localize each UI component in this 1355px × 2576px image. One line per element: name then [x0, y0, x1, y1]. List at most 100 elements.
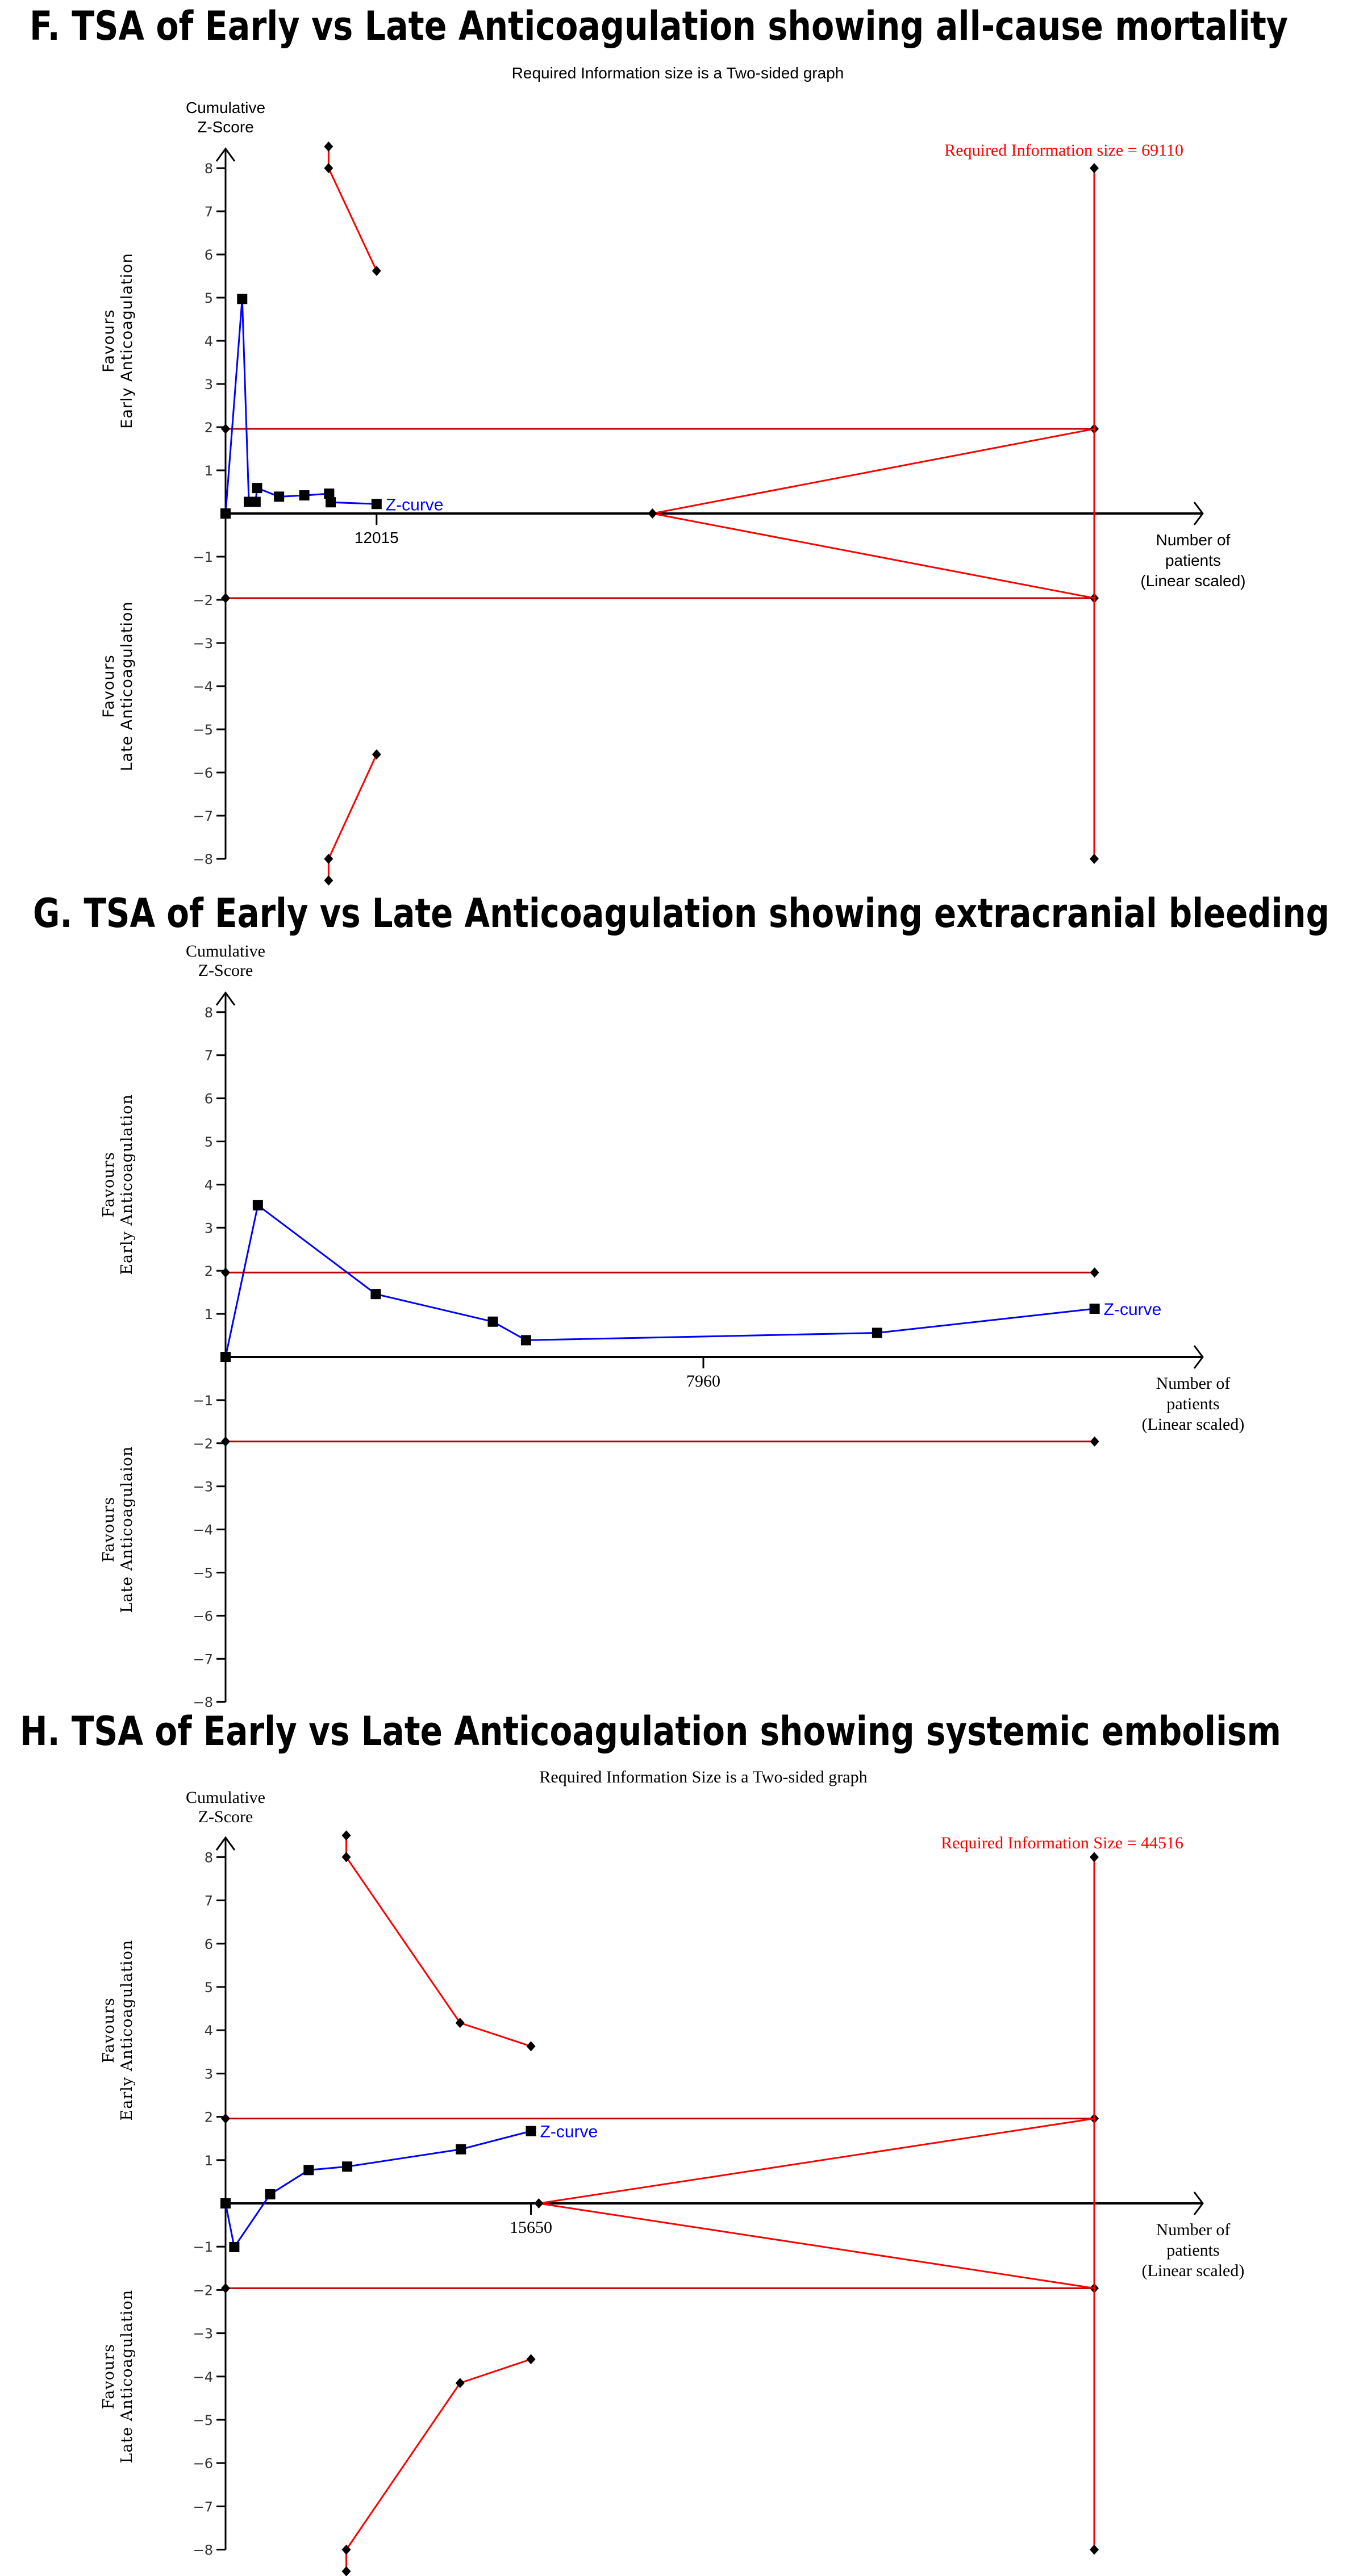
z-curve-point: [250, 496, 261, 507]
conventional-boundary-marker: [1090, 1267, 1099, 1278]
z-curve-point: [220, 1352, 231, 1362]
chart-h: H. TSA of Early vs Late Anticoagulation …: [20, 1708, 1281, 2576]
y-tick-label: −5: [193, 2412, 213, 2428]
y-tick-label: −1: [193, 2239, 213, 2255]
y-tick-label: −6: [193, 1608, 213, 1624]
y-tick-label: 6: [205, 1936, 213, 1952]
monitoring-boundary-marker: [455, 2378, 465, 2389]
y-tick-label: −8: [193, 851, 213, 867]
y-tick-label: 4: [205, 1177, 213, 1193]
y-tick-label: −8: [193, 2542, 213, 2558]
y-tick-label: −4: [193, 1522, 213, 1538]
y-tick-label: 3: [205, 1220, 213, 1236]
x-tick-label: 15650: [510, 2218, 552, 2237]
chart-title: F. TSA of Early vs Late Anticoagulation …: [30, 3, 1288, 49]
y-axis-arrow-icon: [215, 1836, 236, 1851]
side-label-upper: Favours Early Anticoagulation: [100, 1094, 136, 1275]
ris-marker: [1090, 854, 1099, 864]
y-tick-label: −2: [193, 592, 213, 608]
y-tick-label: 8: [205, 161, 213, 177]
conventional-boundary-marker: [221, 1267, 230, 1278]
x-axis-label: patients: [1165, 552, 1221, 569]
y-tick-label: 2: [205, 1263, 213, 1279]
side-label-lower: Favours Late Anticoagulation: [100, 602, 136, 771]
monitoring-upper-boundary-line: [327, 147, 378, 272]
chart-f: F. TSA of Early vs Late Anticoagulation …: [30, 3, 1288, 886]
y-tick-label: 8: [205, 1005, 213, 1021]
y-tick-label: −4: [193, 2369, 213, 2385]
side-label-line1: Favours: [100, 1497, 118, 1563]
x-tick-label: 7960: [686, 1372, 720, 1391]
monitoring-lower-boundary-line: [327, 754, 378, 880]
y-tick-label: 1: [205, 1306, 213, 1322]
y-tick-label: 5: [205, 1980, 213, 1995]
y-tick-label: −6: [193, 2456, 213, 2471]
y-tick-label: −2: [193, 2282, 213, 2298]
chart-subtitle: Required Information Size is a Two-sided…: [539, 1768, 867, 1786]
monitoring-boundary-marker: [324, 875, 333, 886]
ris-marker: [1090, 163, 1099, 173]
futility-boundary-line: [652, 512, 1095, 599]
conventional-boundary-marker: [221, 424, 230, 435]
monitoring-upper-boundary-line: [345, 1835, 532, 2047]
chart-g: G. TSA of Early vs Late Anticoagulation …: [33, 890, 1329, 1710]
x-axis-label: Number of: [1156, 531, 1231, 549]
conventional-boundary-marker: [1090, 1436, 1099, 1447]
side-label-line1: Favours: [100, 2344, 118, 2410]
z-curve-label: Z-curve: [540, 2123, 598, 2141]
ris-marker: [1090, 2544, 1099, 2555]
y-tick-label: 6: [205, 247, 213, 263]
y-tick-label: 2: [205, 420, 213, 436]
y-axis-arrow-icon: [215, 147, 236, 162]
side-label-line1: Favours: [100, 1997, 118, 2063]
monitoring-boundary-marker: [526, 2354, 536, 2365]
z-curve-line: [224, 1204, 1095, 1358]
y-tick-label: 1: [205, 2153, 213, 2169]
y-axis-label-line2: Z-Score: [198, 1807, 253, 1826]
y-tick-label: −3: [193, 636, 213, 652]
x-axis-label: (Linear scaled): [1142, 1415, 1245, 1434]
futility-boundary-line: [539, 2202, 1095, 2289]
y-tick-label: −5: [193, 722, 213, 738]
z-curve-point: [237, 294, 248, 304]
y-tick-label: 7: [205, 204, 213, 220]
z-curve-point: [265, 2189, 276, 2199]
y-tick-label: 3: [205, 377, 213, 393]
z-curve-point: [520, 1335, 531, 1346]
y-axis-label-line1: Cumulative: [186, 1788, 265, 1807]
monitoring-boundary-marker: [526, 2041, 536, 2052]
y-tick-label: −6: [193, 765, 213, 781]
x-axis-arrow-icon: [1193, 502, 1204, 525]
y-tick-label: 2: [205, 2110, 213, 2126]
side-label-line2: Late Anticoagulaion: [118, 1446, 136, 1613]
side-label-line2: Early Anticoagulation: [118, 1940, 136, 2121]
y-axis-arrow-icon: [215, 991, 236, 1006]
y-tick-label: 8: [205, 1849, 213, 1865]
futility-start-marker: [534, 2198, 544, 2208]
y-tick-label: 7: [205, 1048, 213, 1064]
z-curve-point: [299, 490, 310, 501]
y-tick-label: −8: [193, 1694, 213, 1710]
z-curve-point: [252, 483, 262, 494]
z-curve-point: [1089, 1303, 1100, 1314]
side-label-line1: Favours: [100, 309, 118, 372]
y-tick-label: 6: [205, 1091, 213, 1107]
x-axis-label: (Linear scaled): [1140, 572, 1245, 590]
chart-subtitle: Required Information size is a Two-sided…: [512, 64, 844, 82]
y-tick-label: −1: [193, 549, 213, 565]
y-tick-label: 3: [205, 2066, 213, 2082]
x-axis-label: patients: [1166, 1395, 1219, 1413]
conventional-boundary-marker: [221, 1436, 230, 1447]
z-curve-label: Z-curve: [1104, 1300, 1162, 1319]
monitoring-lower-boundary-line: [345, 2358, 532, 2571]
z-curve-point: [342, 2161, 353, 2172]
ris-label: Required Information Size = 44516: [941, 1834, 1183, 1852]
side-label-line2: Early Anticoagulation: [118, 253, 136, 428]
y-tick-label: 7: [205, 1893, 213, 1909]
conventional-boundary-marker: [221, 592, 230, 603]
z-curve-point: [872, 1327, 882, 1338]
futility-boundary-line: [539, 2118, 1095, 2205]
x-tick-label: 12015: [355, 529, 399, 546]
monitoring-boundary-marker: [372, 265, 381, 276]
